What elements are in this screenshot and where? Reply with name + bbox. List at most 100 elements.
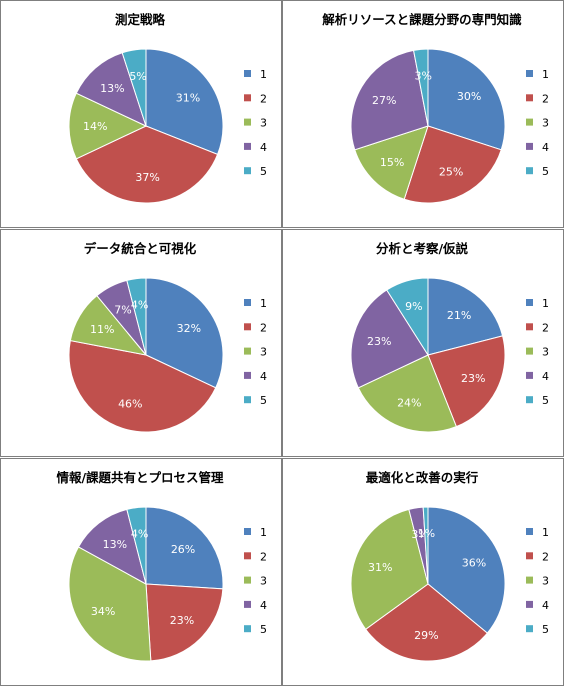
pie-slice-1 xyxy=(427,48,506,151)
chart-panel: 測定戦略 31% 37% 14% 13% 5% 1 2 3 4 5 xyxy=(0,0,282,228)
legend-swatch xyxy=(526,576,533,584)
legend-swatch xyxy=(244,347,251,355)
legend-entry-label: 5 xyxy=(542,623,549,636)
legend-swatch xyxy=(244,625,251,633)
legend-entry-label: 5 xyxy=(260,165,267,178)
slice-data-label: 46% xyxy=(118,397,142,410)
pie-slice-2 xyxy=(75,125,219,204)
legend-entry-label: 4 xyxy=(542,599,549,612)
pie-slice-1 xyxy=(427,506,506,634)
pie-slice-2 xyxy=(145,583,224,662)
legend-entry-label: 1 xyxy=(542,297,549,310)
chart-title: 最適化と改善の実行 xyxy=(366,470,479,485)
slice-data-label: 7% xyxy=(114,304,131,317)
legend-entry-label: 5 xyxy=(542,165,549,178)
legend-swatch xyxy=(244,142,251,150)
legend-entry-label: 3 xyxy=(260,575,267,588)
slice-data-label: 13% xyxy=(100,82,124,95)
legend-swatch xyxy=(526,118,533,126)
pie-slice-3 xyxy=(350,508,429,630)
legend-entry-label: 1 xyxy=(542,526,549,539)
pie-slice-4 xyxy=(350,49,429,151)
slice-data-label: 13% xyxy=(103,538,127,551)
legend-entry-label: 4 xyxy=(542,370,549,383)
pie-slice-4 xyxy=(75,52,147,127)
legend-entry-label: 4 xyxy=(260,370,267,383)
chart-title: 測定戦略 xyxy=(115,12,166,27)
legend-entry-label: 3 xyxy=(260,117,267,130)
pie-slice-5 xyxy=(126,277,147,356)
legend-swatch xyxy=(244,396,251,404)
slice-data-label: 1% xyxy=(418,527,435,540)
legend-swatch xyxy=(244,94,251,102)
legend-entry-label: 4 xyxy=(260,141,267,154)
chart-title: データ統合と可視化 xyxy=(84,241,197,256)
legend-entry-label: 4 xyxy=(260,599,267,612)
slice-data-label: 26% xyxy=(171,543,195,556)
legend-entry-label: 3 xyxy=(542,346,549,359)
pie-slice-5 xyxy=(121,48,147,127)
legend-swatch xyxy=(244,323,251,331)
slice-data-label: 14% xyxy=(83,120,107,133)
legend-swatch xyxy=(526,142,533,150)
slice-data-label: 23% xyxy=(170,614,194,627)
legend-swatch xyxy=(526,323,533,331)
pie-slice-2 xyxy=(403,125,502,204)
slice-data-label: 37% xyxy=(135,171,159,184)
legend-entry-label: 3 xyxy=(260,346,267,359)
legend-swatch xyxy=(244,528,251,535)
pie-chart: 情報/課題共有とプロセス管理 26% 23% 34% 13% 4% 1 2 3 4 5 xyxy=(56,470,267,662)
pie-chart: データ統合と可視化 32% 46% 11%7% 4% 1 2 3 4 5 xyxy=(68,241,267,433)
slice-data-label: 27% xyxy=(372,94,396,107)
pie-chart: 解析リソースと課題分野の専門知識 30% 25% 15% 27% 3% 1 2 3 4 5 xyxy=(322,12,549,204)
legend-swatch xyxy=(526,528,533,535)
legend-entry-label: 2 xyxy=(260,321,267,334)
legend-entry-label: 2 xyxy=(260,550,267,563)
slice-data-label: 4% xyxy=(131,299,148,312)
slice-data-label: 32% xyxy=(177,322,201,335)
legend-swatch xyxy=(526,371,533,379)
pie-chart: 測定戦略 31% 37% 14% 13% 5% 1 2 3 4 5 xyxy=(68,12,267,204)
pie-slice-3 xyxy=(357,354,457,433)
legend-swatch xyxy=(244,371,251,379)
legend-entry-label: 5 xyxy=(260,394,267,407)
legend-swatch xyxy=(526,396,533,404)
slice-data-label: 11% xyxy=(90,323,114,336)
slice-data-label: 25% xyxy=(439,165,463,178)
legend-entry-label: 2 xyxy=(542,92,549,105)
pie-chart: 分析と考察/仮説 21% 23% 24% 23% 9% 1 2 3 4 5 xyxy=(350,241,549,433)
slice-data-label: 23% xyxy=(367,335,391,348)
pie-slice-3 xyxy=(68,92,148,160)
pie-slice-2 xyxy=(68,339,217,433)
legend-swatch xyxy=(244,70,251,77)
slice-data-label: 21% xyxy=(447,309,471,322)
slice-data-label: 30% xyxy=(457,90,481,103)
pie-slice-5 xyxy=(422,506,429,585)
legend-swatch xyxy=(244,576,251,584)
legend-swatch xyxy=(526,347,533,355)
legend-swatch xyxy=(526,94,533,102)
pie-slice-5 xyxy=(412,48,429,127)
slice-data-label: 4% xyxy=(131,528,148,541)
pie-slice-4 xyxy=(350,289,429,389)
slice-data-label: 15% xyxy=(380,156,404,169)
pie-slice-2 xyxy=(427,335,506,428)
pie-slice-4 xyxy=(77,508,147,585)
pie-slice-1 xyxy=(427,277,504,356)
legend-entry-label: 3 xyxy=(542,117,549,130)
legend-swatch xyxy=(526,552,533,560)
legend-entry-label: 2 xyxy=(542,321,549,334)
legend-swatch xyxy=(526,625,533,633)
legend-entry-label: 3 xyxy=(542,575,549,588)
pie-slice-1 xyxy=(145,506,224,590)
slice-data-label: 3% xyxy=(414,69,431,82)
legend-entry-label: 1 xyxy=(260,297,267,310)
slice-data-label: 9% xyxy=(405,300,422,313)
slice-data-label: 31% xyxy=(176,91,200,104)
chart-panel: 情報/課題共有とプロセス管理 26% 23% 34% 13% 4% 1 2 3 4 5 xyxy=(0,458,282,686)
pie-slice-5 xyxy=(126,506,147,585)
pie-slice-5 xyxy=(386,277,429,357)
legend-entry-label: 1 xyxy=(542,68,549,81)
slice-data-label: 29% xyxy=(414,629,438,642)
